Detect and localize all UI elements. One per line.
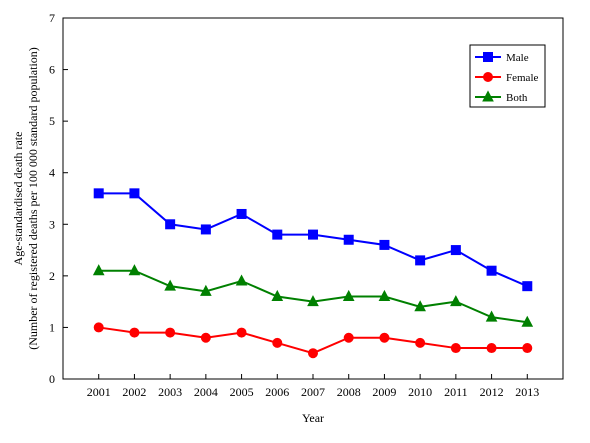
legend-label-male: Male <box>506 52 529 64</box>
legend-marker-female <box>483 72 493 82</box>
legend: Male Female Both <box>469 44 546 108</box>
data-point-female <box>236 327 247 338</box>
data-point-female <box>200 332 211 343</box>
y-tick-label: 5 <box>49 114 55 128</box>
data-point-both <box>378 289 391 301</box>
data-point-male <box>343 234 354 245</box>
data-point-female <box>165 327 176 338</box>
legend-marker-male <box>483 52 493 62</box>
data-point-male <box>165 219 176 230</box>
data-point-both <box>235 274 248 286</box>
data-point-female <box>93 322 104 333</box>
data-point-both <box>307 295 319 307</box>
data-point-male <box>450 245 461 256</box>
x-tick-label: 2010 <box>408 385 432 399</box>
x-tick-label: 2009 <box>372 385 396 399</box>
x-tick-label: 2007 <box>301 385 325 399</box>
series-line-male <box>98 192 528 288</box>
data-point-female <box>450 343 461 354</box>
data-point-male <box>200 224 211 235</box>
y-tick-label: 2 <box>49 269 55 283</box>
data-point-both <box>128 264 141 276</box>
data-point-female <box>129 327 140 338</box>
data-point-male <box>272 229 283 240</box>
data-point-female <box>379 332 390 343</box>
legend-label-both: Both <box>506 92 528 104</box>
data-point-male <box>486 265 497 276</box>
x-tick-label: 2012 <box>480 385 504 399</box>
y-axis-title-line1: Age-standardised death rate <box>11 132 25 266</box>
x-tick-label: 2005 <box>230 385 254 399</box>
x-tick-label: 2003 <box>158 385 182 399</box>
data-point-both <box>521 315 534 327</box>
data-point-female <box>415 337 426 348</box>
data-point-both <box>485 310 498 322</box>
y-tick-label: 1 <box>49 320 55 334</box>
data-point-both <box>414 300 426 312</box>
data-point-female <box>343 332 354 343</box>
y-tick-label: 6 <box>49 63 55 77</box>
y-axis-title-line2: (Number of registered deaths per 100 000… <box>26 47 40 350</box>
x-tick-label: 2008 <box>337 385 361 399</box>
y-tick-label: 7 <box>49 11 55 25</box>
data-point-male <box>379 239 390 250</box>
x-tick-label: 2013 <box>515 385 539 399</box>
data-point-male <box>308 229 318 240</box>
data-point-female <box>522 343 533 354</box>
legend-label-female: Female <box>506 72 538 84</box>
data-point-both <box>200 284 212 296</box>
data-point-both <box>342 289 355 301</box>
y-tick-label: 3 <box>49 217 55 231</box>
data-point-female <box>308 348 318 359</box>
x-tick-label: 2006 <box>265 385 289 399</box>
data-point-both <box>92 264 105 276</box>
x-tick-label: 2004 <box>194 385 218 399</box>
plot-area: 0 1 2 3 4 5 6 7 2001 2002 2003 2004 2005 2006 2007 2008… <box>49 11 564 399</box>
legend-marker-both <box>482 90 494 102</box>
x-tick-label: 2001 <box>87 385 111 399</box>
data-point-male <box>129 188 140 199</box>
data-point-both <box>271 289 284 301</box>
data-point-both <box>450 295 462 307</box>
y-tick-label: 4 <box>49 166 55 180</box>
x-tick-label: 2011 <box>444 385 468 399</box>
x-axis-title: Year <box>302 411 324 425</box>
data-point-male <box>415 255 426 266</box>
data-point-female <box>486 343 497 354</box>
data-point-female <box>272 337 283 348</box>
y-tick-label: 0 <box>49 372 55 386</box>
x-tick-label: 2002 <box>122 385 146 399</box>
data-point-male <box>522 281 533 292</box>
data-point-both <box>164 279 176 291</box>
data-point-male <box>93 188 104 199</box>
data-point-male <box>236 208 247 219</box>
